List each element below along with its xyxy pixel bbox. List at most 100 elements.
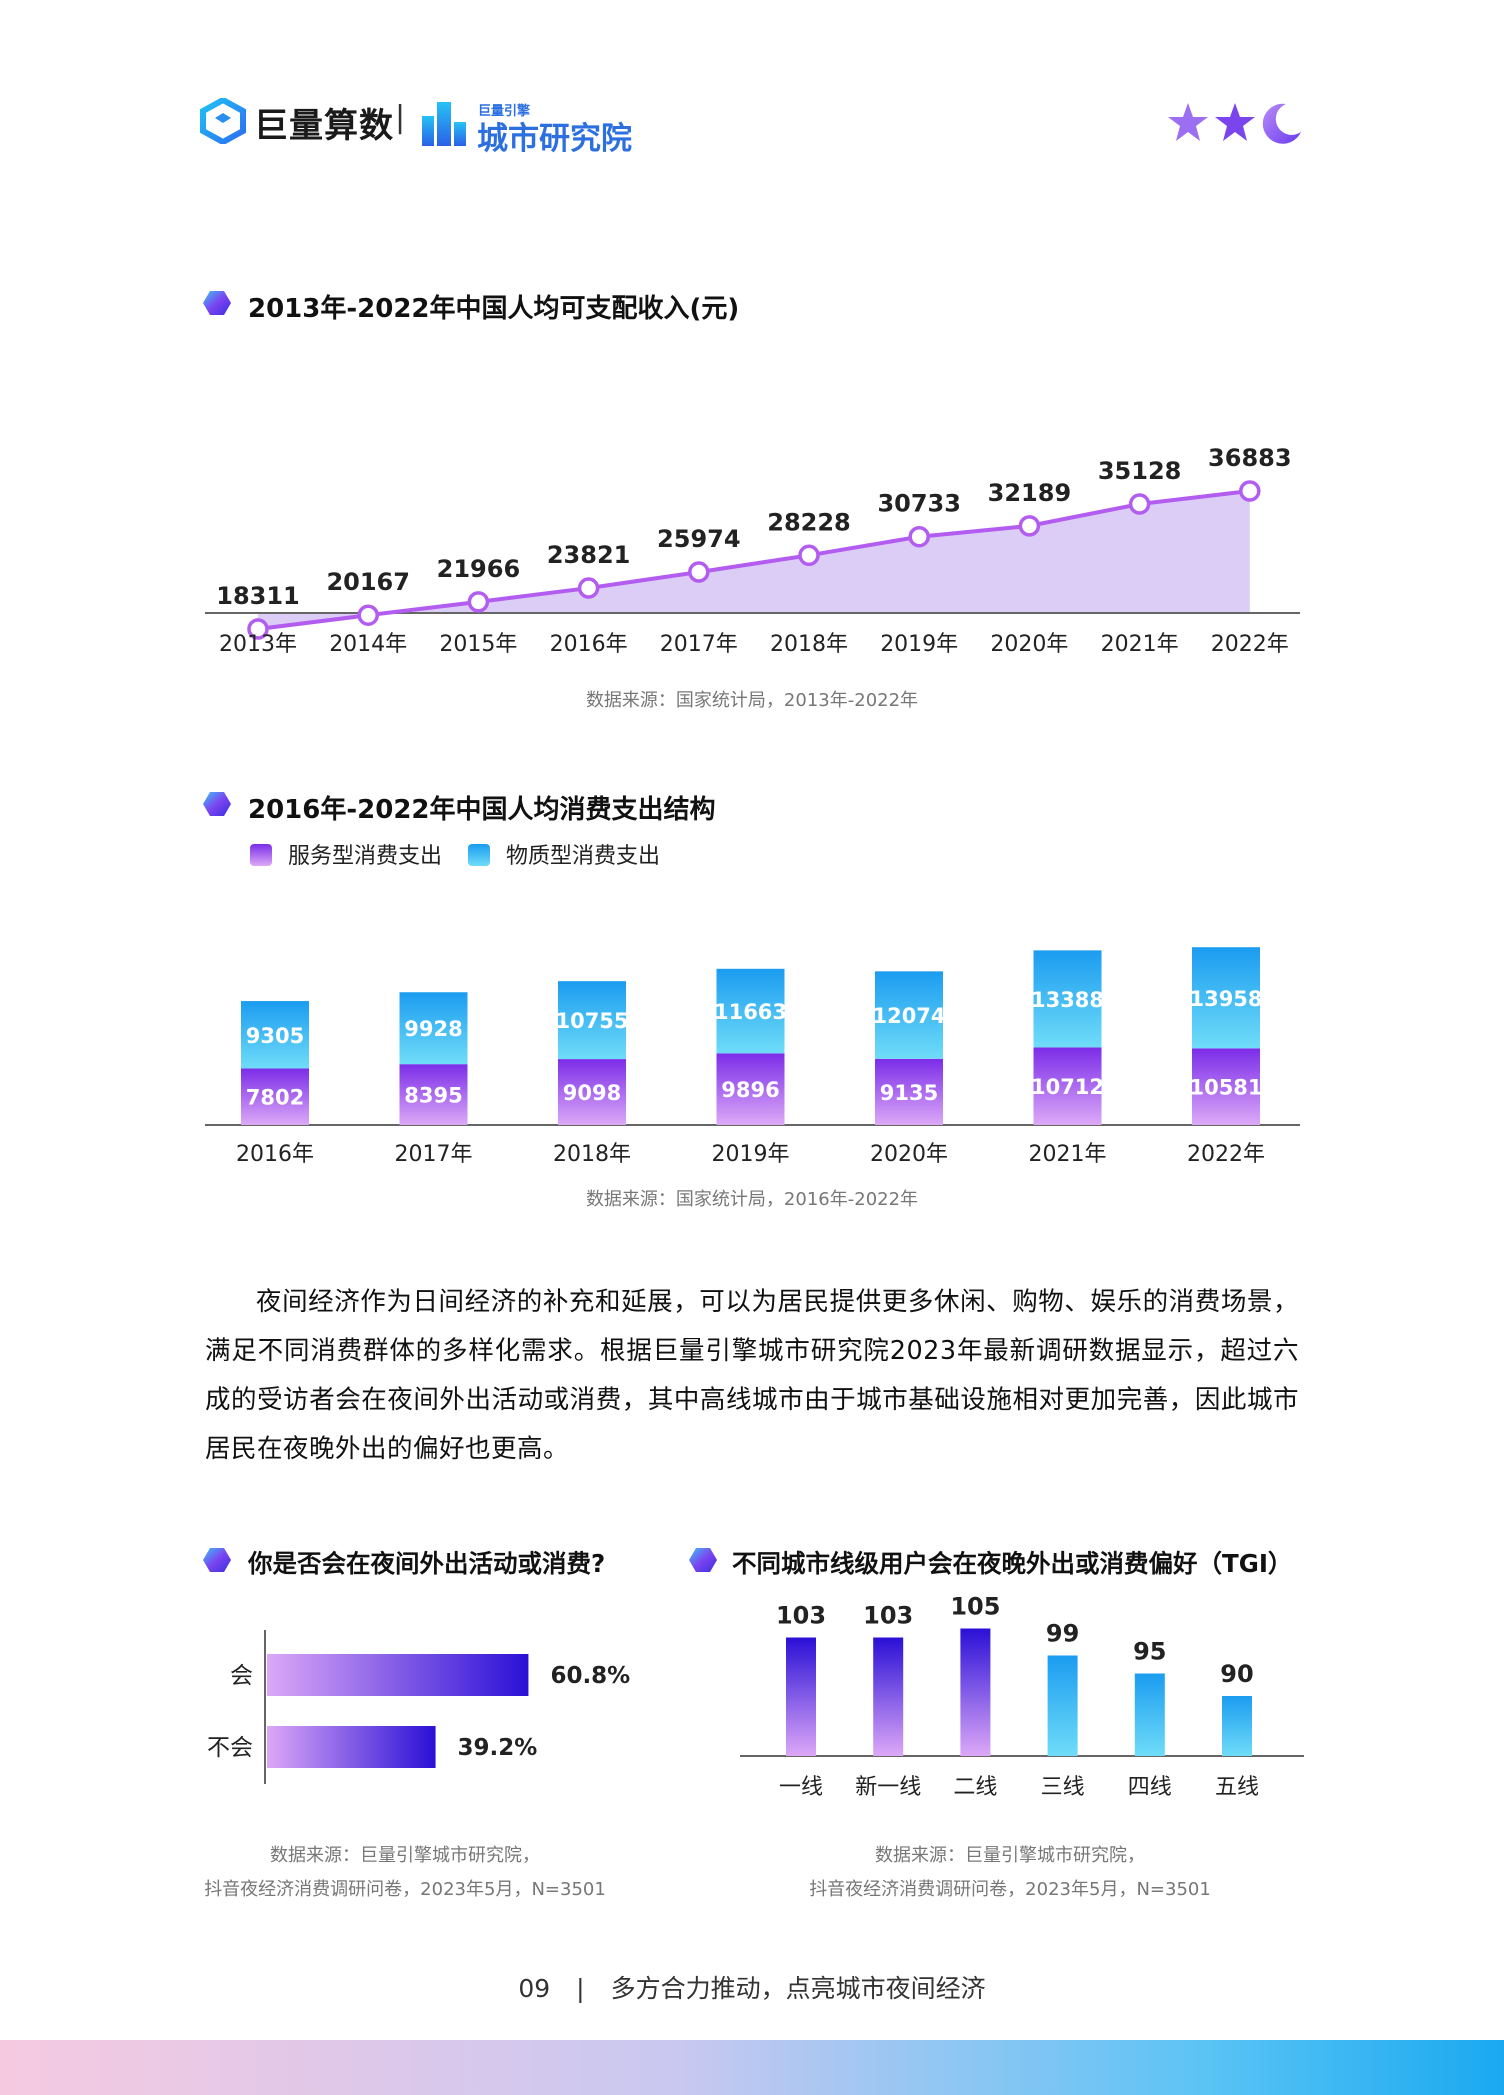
x-tick-label: 2018年 — [553, 1142, 631, 1167]
juliang-logo-icon — [200, 98, 246, 144]
bar-label-goods: 9928 — [404, 1017, 462, 1041]
x-tick-label: 二线 — [953, 1775, 997, 1800]
bar-service — [241, 1068, 309, 1125]
header: 巨量算数 | 巨量引擎 城市研究院 — [0, 0, 1504, 170]
bar-label-goods: 13958 — [1189, 987, 1262, 1011]
night-out-source-line2: 抖音夜经济消费调研问卷，2023年5月，N=3501 — [204, 1879, 606, 1900]
bar-label-service: 10581 — [1189, 1076, 1262, 1100]
section-title-icon — [203, 1548, 231, 1572]
bar-label-service: 9098 — [563, 1081, 621, 1105]
bar-service — [716, 1053, 785, 1125]
tgi-bar — [786, 1637, 816, 1756]
brand-juliang-suanshu: 巨量算数 — [254, 106, 394, 146]
bar-value-label: 99 — [1046, 1620, 1079, 1648]
bar-goods — [1033, 950, 1102, 1048]
x-tick-label: 2019年 — [712, 1142, 790, 1167]
hbar — [267, 1654, 529, 1696]
data-point — [1018, 515, 1041, 537]
data-point — [577, 577, 600, 599]
x-tick-label: 五线 — [1215, 1775, 1259, 1800]
data-label: 20167 — [326, 568, 410, 596]
data-point — [688, 561, 710, 583]
brand-city-institute: 城市研究院 — [477, 121, 632, 157]
bar-goods — [1192, 947, 1260, 1049]
x-tick-label: 一线 — [779, 1775, 823, 1800]
data-label: 28228 — [767, 508, 851, 536]
x-tick-label: 四线 — [1128, 1775, 1172, 1800]
bar-value-label: 39.2% — [458, 1735, 538, 1761]
data-label: 32189 — [988, 479, 1072, 507]
bar-goods — [716, 968, 785, 1054]
bar-value-label: 105 — [950, 1593, 1000, 1621]
legend-label: 服务型消费支出 — [288, 844, 442, 869]
night-out-chart-title: 你是否会在夜间外出活动或消费? — [248, 1549, 606, 1578]
income-line — [257, 489, 1251, 631]
bottom-gradient-bar — [0, 2040, 1504, 2095]
income-area-chart: 18311 2013年 20167 2014年 21966 2015年 23821 2016年… — [205, 444, 1300, 657]
bar-label-goods: 12074 — [872, 1004, 945, 1028]
night-out-horizontal-bar-chart: 会 60.8% 不会 39.2% — [207, 1630, 630, 1784]
city-institute-logo-icon — [422, 102, 466, 146]
stars-moon-decoration-icon — [1168, 103, 1301, 144]
bar-label-service: 9135 — [880, 1081, 938, 1105]
brand-juliang-yinqing: 巨量引擎 — [478, 104, 531, 119]
bar-service — [558, 1059, 626, 1125]
x-tick-label: 2021年 — [1029, 1142, 1107, 1167]
x-tick-label: 2014年 — [329, 632, 407, 657]
bar-service — [399, 1064, 468, 1125]
tgi-bar — [1222, 1696, 1252, 1756]
footer-separator: | — [576, 1974, 585, 2003]
footer-text: 多方合力推动，点亮城市夜间经济 — [610, 1974, 986, 2003]
tgi-chart-title: 不同城市线级用户会在夜晚外出或消费偏好（TGI） — [732, 1549, 1293, 1578]
tgi-bar — [960, 1628, 991, 1756]
section-title-icon — [689, 1548, 717, 1572]
bar-goods — [399, 992, 468, 1065]
x-tick-label: 2017年 — [660, 632, 738, 657]
tgi-bar-chart: 103 一线 103 新一线 105 二线 99 三线 95 四线 90 五线 — [740, 1593, 1304, 1800]
x-tick-label: 2022年 — [1211, 632, 1289, 657]
tgi-source-line2: 抖音夜经济消费调研问卷，2023年5月，N=3501 — [809, 1879, 1211, 1900]
bar-label-service: 7802 — [246, 1086, 304, 1110]
body-paragraph: 夜间经济作为日间经济的补充和延展，可以为居民提供更多休闲、购物、娱乐的消费场景，… — [205, 1287, 1299, 1464]
data-label: 35128 — [1098, 457, 1182, 485]
bar-service — [875, 1058, 943, 1125]
data-point — [247, 618, 269, 640]
x-tick-label: 2016年 — [550, 632, 628, 657]
bar-value-label: 103 — [776, 1602, 826, 1630]
bar-label-service: 9896 — [721, 1078, 779, 1102]
bar-value-label: 95 — [1133, 1638, 1166, 1666]
bar-service — [1192, 1048, 1260, 1125]
tgi-bar — [873, 1637, 904, 1756]
footer: 09 | 多方合力推动，点亮城市夜间经济 — [0, 1969, 1504, 2005]
income-area-fill — [258, 491, 1250, 629]
bar-label-goods: 13388 — [1031, 988, 1104, 1012]
data-point — [467, 591, 490, 613]
data-point — [1128, 493, 1151, 515]
page-number: 09 — [518, 1974, 551, 2003]
income-chart-title: 2013年-2022年中国人均可支配收入(元) — [248, 294, 740, 324]
data-label: 23821 — [547, 541, 631, 569]
x-tick-label: 2021年 — [1101, 632, 1179, 657]
legend-swatch — [250, 844, 272, 866]
bar-label-goods: 9305 — [246, 1024, 304, 1048]
bar-value-label: 103 — [863, 1602, 913, 1630]
bar-label-service: 10712 — [1031, 1075, 1104, 1099]
data-label: 30733 — [877, 490, 961, 518]
x-tick-label: 2016年 — [236, 1142, 314, 1167]
y-tick-label: 会 — [230, 1663, 253, 1689]
night-out-source-line1: 数据来源：巨量引擎城市研究院， — [270, 1845, 540, 1866]
data-label: 36883 — [1208, 444, 1292, 472]
y-tick-label: 不会 — [207, 1735, 253, 1761]
x-tick-label: 2013年 — [219, 632, 297, 657]
x-tick-label: 2020年 — [990, 632, 1068, 657]
x-tick-label: 2022年 — [1187, 1142, 1265, 1167]
section-title-icon — [203, 792, 231, 816]
tgi-source-line1: 数据来源：巨量引擎城市研究院， — [875, 1845, 1145, 1866]
bar-goods — [558, 981, 626, 1060]
bar-value-label: 90 — [1220, 1660, 1253, 1688]
data-label: 18311 — [216, 582, 300, 610]
x-tick-label: 2017年 — [395, 1142, 473, 1167]
bar-goods — [241, 1001, 309, 1069]
data-label: 21966 — [437, 555, 521, 583]
bar-service — [1033, 1047, 1102, 1125]
